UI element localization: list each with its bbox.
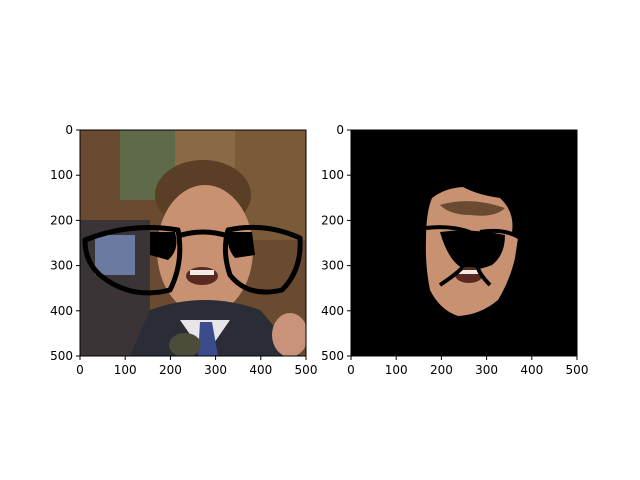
y-tick-label: 100 [50,168,73,182]
y-tick-label: 0 [65,123,73,137]
left-image [80,130,306,356]
y-tick-label: 400 [50,304,73,318]
x-tick-label: 300 [475,363,498,377]
x-tick-label: 0 [347,363,355,377]
y-tick-label: 100 [321,168,344,182]
y-tick-label: 200 [50,213,73,227]
y-tick-label: 500 [321,349,344,363]
x-tick-label: 400 [249,363,272,377]
y-tick-label: 0 [336,123,344,137]
x-tick-label: 100 [385,363,408,377]
x-tick-label: 500 [295,363,318,377]
right-image [351,130,577,356]
y-tick-label: 300 [321,259,344,273]
x-tick-label: 400 [520,363,543,377]
x-tick-label: 300 [204,363,227,377]
x-tick-label: 500 [566,363,589,377]
left-axes-frame [79,129,307,357]
y-tick-label: 300 [50,259,73,273]
x-tick-label: 100 [114,363,137,377]
x-tick-label: 200 [159,363,182,377]
y-tick-label: 400 [321,304,344,318]
x-tick-label: 0 [76,363,84,377]
y-tick-label: 200 [321,213,344,227]
right-axes-frame [350,129,578,357]
y-tick-label: 500 [50,349,73,363]
x-tick-label: 200 [430,363,453,377]
